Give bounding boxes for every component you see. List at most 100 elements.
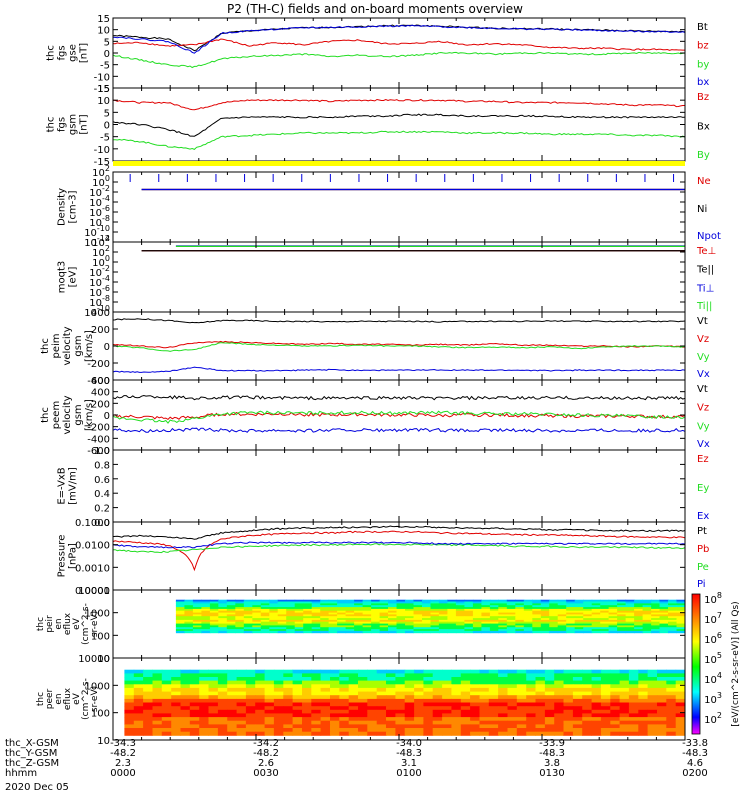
spectrogram-cell [591, 621, 601, 624]
spectrogram-cell [367, 684, 378, 689]
spectrogram-cell [619, 724, 630, 729]
spectrogram-cell [320, 677, 331, 682]
y-axis-label: peem [51, 401, 62, 429]
spectrogram-cell [642, 610, 652, 613]
spectrogram-cell [405, 601, 414, 604]
spectrogram-cell [269, 608, 279, 612]
spectrogram-cell [498, 607, 508, 610]
spectrogram-cell [634, 616, 644, 619]
spectrogram-cell [549, 608, 559, 612]
spectrogram-cell [574, 621, 584, 624]
spectrogram-cell [404, 680, 415, 685]
y-tick-label: 10-6 [89, 284, 110, 299]
x-axis-value: -34.0 [396, 738, 422, 749]
panel-frame [112, 449, 686, 523]
spectrogram-cell [566, 630, 576, 634]
spectrogram-cell [464, 621, 474, 624]
spectrogram-cell [498, 621, 508, 624]
spectrogram-cell [634, 614, 644, 617]
spectrogram-cell [549, 599, 559, 602]
spectrogram-cell [507, 709, 518, 714]
spectrogram-cell [544, 691, 555, 696]
spectrogram-cell [302, 680, 312, 685]
spectrogram-cell [171, 724, 181, 729]
spectrogram-cell [184, 629, 194, 632]
spectrogram-cell [628, 720, 639, 725]
spectrogram-cell [659, 616, 669, 619]
spectrogram-cell [236, 720, 247, 725]
spectrogram-cell [396, 610, 406, 613]
spectrogram-cell [294, 630, 304, 634]
spectrogram-cell [642, 607, 652, 610]
spectrogram-cell [395, 709, 406, 714]
x-axis-value: -33.8 [682, 738, 708, 749]
spectrogram-cell [264, 684, 275, 689]
spectrogram-cell [554, 709, 564, 714]
spectrogram-cell [217, 673, 228, 678]
spectrogram-cell [438, 612, 448, 615]
spectrogram-cell [507, 706, 518, 711]
legend-label: By [697, 150, 710, 161]
spectrogram-cell [152, 717, 163, 722]
spectrogram-cell [481, 605, 491, 608]
spectrogram-cell [447, 612, 457, 615]
spectrogram-cell [600, 610, 610, 613]
spectrogram-cell [625, 614, 635, 617]
spectrogram-cell [283, 728, 294, 733]
spectrogram-cell [557, 621, 567, 624]
spectrogram-cell [371, 629, 381, 632]
spectrogram-cell [574, 607, 584, 610]
spectrogram-cell [479, 724, 490, 729]
spectrogram-cell [180, 728, 191, 733]
spectrogram-cell [348, 702, 359, 707]
spectrogram-cell [423, 695, 434, 700]
spectrogram-cell [171, 687, 181, 692]
spectrogram-cell [277, 619, 287, 623]
spectrogram-cell [472, 599, 482, 602]
spectrogram-cell [252, 618, 262, 621]
spectrogram-cell [311, 698, 322, 703]
spectrogram-cell [376, 720, 387, 725]
spectrogram-cell [277, 599, 287, 602]
spectrogram-cell [255, 709, 265, 714]
spectrogram-cell [544, 695, 555, 700]
series-line-peem-velocity-3 [112, 427, 686, 433]
spectrogram-cell [535, 691, 546, 696]
spectrogram-cell [404, 728, 415, 733]
spectrogram-cell [619, 695, 630, 700]
spectrogram-cell [523, 612, 533, 615]
spectrogram-cell [554, 706, 564, 711]
spectrogram-cell [526, 695, 536, 700]
spectrogram-cell [404, 673, 415, 678]
spectrogram-cell [638, 698, 649, 703]
spectrogram-cell [302, 724, 312, 729]
spectrogram-cell [455, 610, 465, 613]
spectrogram-cell [651, 614, 661, 617]
spectrogram-cell [464, 605, 474, 608]
spectrogram-cell [572, 724, 583, 729]
legend-label: Bz [697, 92, 709, 103]
spectrogram-cell [161, 680, 172, 685]
spectrogram-cell [634, 610, 644, 613]
spectrogram-cell [348, 731, 359, 736]
spectrogram-cell [358, 731, 368, 736]
panel-frame [112, 241, 686, 313]
spectrogram-cell [283, 677, 294, 682]
spectrogram-cell [260, 625, 270, 628]
spectrogram-cell [591, 684, 602, 689]
spectrogram-cell [507, 687, 518, 692]
spectrogram-cell [422, 607, 431, 610]
spectrogram-cell [414, 706, 424, 711]
spectrogram-cell [451, 677, 462, 682]
spectrogram-cell [414, 720, 424, 725]
spectrogram-cell [526, 687, 536, 692]
spectrogram-cell [572, 673, 583, 678]
spectrogram-cell [283, 698, 294, 703]
spectrogram-cell [227, 709, 237, 714]
spectrogram-cell [574, 616, 584, 619]
spectrogram-cell [515, 629, 525, 632]
spectrogram-cell [557, 605, 567, 608]
spectrogram-cell [294, 601, 304, 604]
spectrogram-cell [422, 625, 431, 628]
spectrogram-cell [273, 684, 284, 689]
